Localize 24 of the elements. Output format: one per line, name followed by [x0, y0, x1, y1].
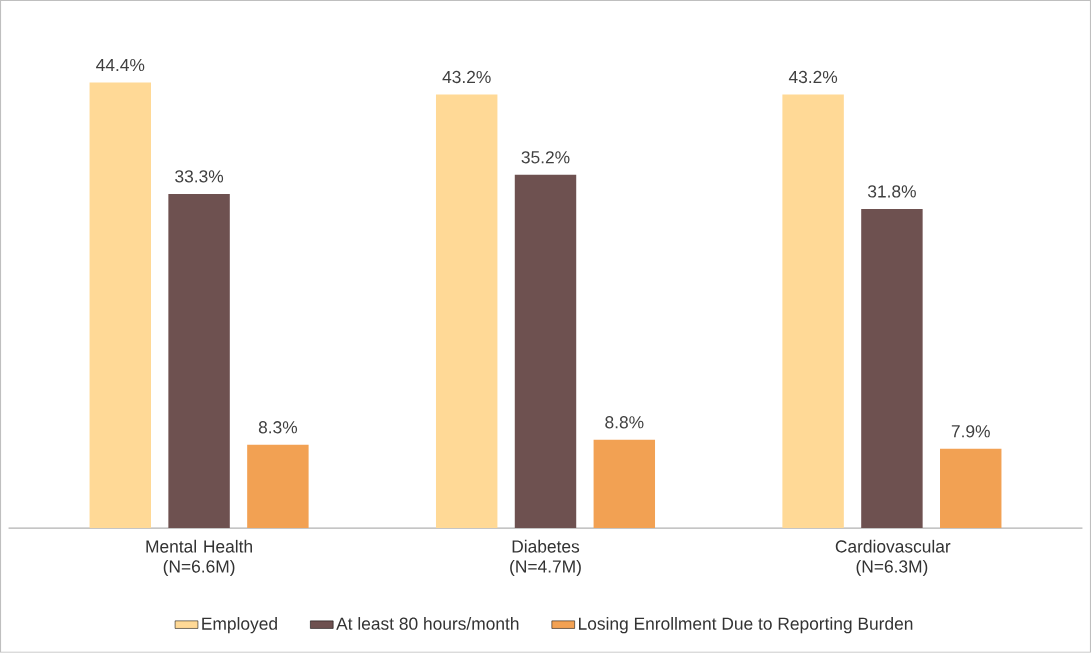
data-label: 43.2% [788, 70, 838, 84]
legend-label: Employed [202, 617, 277, 634]
bar [782, 94, 844, 529]
legend-label: Losing Enrollment Due to Reporting Burden [579, 617, 913, 634]
data-label: 33.3% [175, 170, 224, 183]
legend-label: At least 80 hours/month [336, 617, 519, 630]
bar [593, 439, 656, 529]
data-label: 44.4% [96, 59, 145, 72]
x-tick-label: Diabetes (N=4.7M) [510, 539, 581, 577]
data-label: 43.2% [442, 70, 491, 84]
bar [940, 448, 1002, 529]
bar [168, 193, 230, 529]
data-label: 7.9% [951, 425, 990, 438]
bar [435, 94, 498, 529]
x-tick-label: Cardiovascular (N=6.3M) [835, 539, 951, 577]
x-tick-label: Mental Health (N=6.6M) [146, 539, 252, 577]
bar [861, 209, 923, 529]
data-label: 31.8% [867, 185, 916, 198]
data-label: 35.2% [521, 151, 570, 164]
bar [247, 444, 309, 529]
bar [89, 82, 151, 529]
data-label: 8.3% [258, 421, 298, 434]
bar [514, 174, 577, 529]
data-label: 8.8% [605, 416, 644, 429]
